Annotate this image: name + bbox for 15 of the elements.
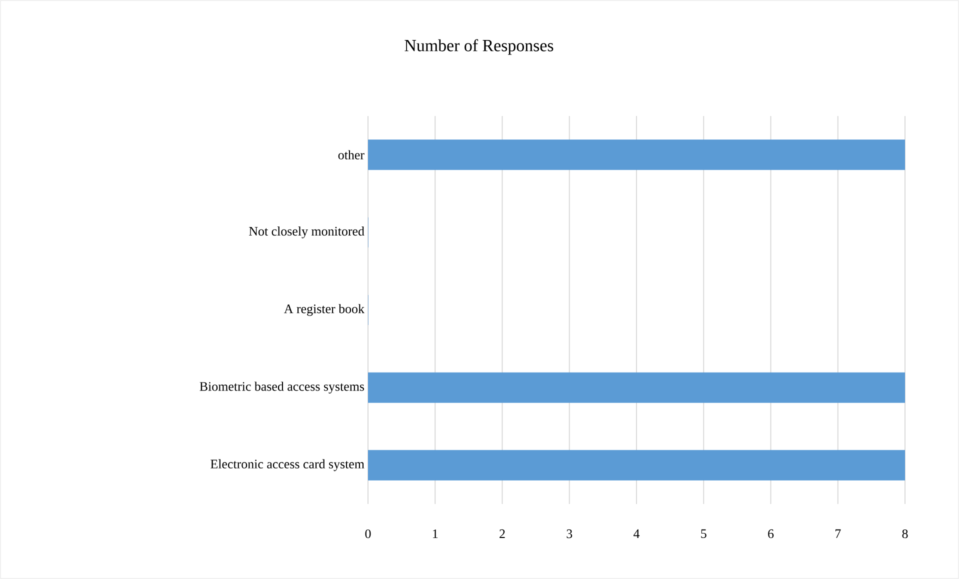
x-tick-label: 0 (365, 529, 371, 538)
y-tick-label: Biometric based access systems (200, 382, 364, 394)
y-tick-label: Electronic access card system (210, 459, 364, 472)
x-tick-label: 1 (433, 529, 438, 538)
y-tick-label: other (338, 150, 364, 160)
x-tick-label: 7 (836, 529, 841, 538)
x-tick-label: 6 (768, 529, 774, 538)
chart-title: Number of Responses (404, 39, 554, 55)
x-tick-label: 3 (566, 529, 572, 538)
x-tick-label: 5 (701, 529, 706, 538)
x-tick-label: 8 (902, 529, 908, 538)
x-tick-label: 2 (500, 529, 505, 538)
y-tick-label: A register book (284, 304, 364, 316)
x-tick-label: 4 (634, 529, 640, 538)
y-tick-label: Not closely monitored (249, 226, 364, 238)
